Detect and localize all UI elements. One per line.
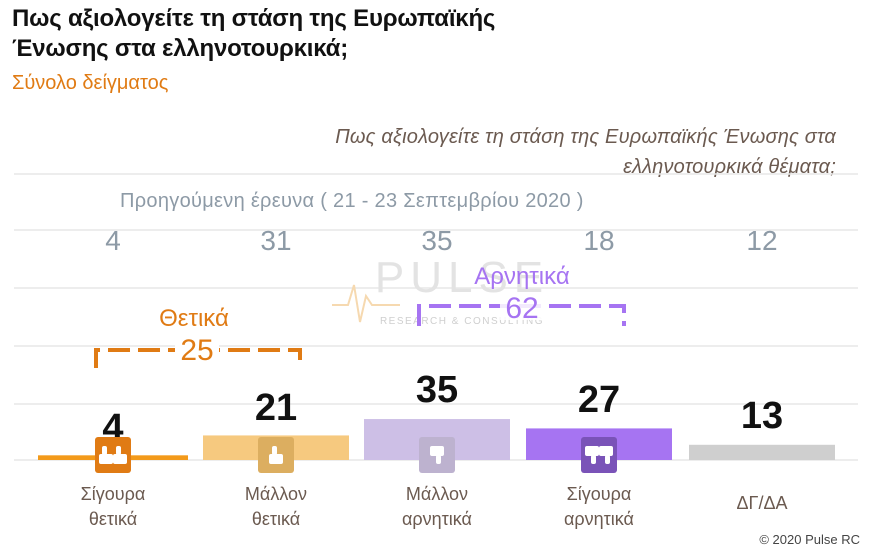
watermark-pulse-line	[332, 284, 400, 323]
previous-value: 35	[421, 225, 452, 256]
chart-title: Πως αξιολογείτε τη στάση της Ευρωπαϊκής …	[12, 5, 496, 62]
category-label: αρνητικά	[402, 509, 472, 529]
negative-bracket-gap	[500, 292, 544, 320]
previous-value: 12	[746, 225, 777, 256]
category-label: Μάλλον	[245, 484, 307, 504]
category-label: Σίγουρα	[567, 484, 632, 504]
previous-value: 18	[583, 225, 614, 256]
watermark-tagline: RESEARCH & CONSULTING	[380, 316, 544, 327]
current-value: 35	[416, 369, 458, 411]
thumb-up-glyph	[269, 446, 283, 464]
thumb-up-glyph	[113, 446, 127, 464]
current-value: 27	[578, 379, 620, 421]
copyright: © 2020 Pulse RC	[759, 532, 860, 547]
positive-group-value: 25	[180, 334, 213, 367]
previous-survey-label: Προηγούμενη έρευνα ( 21 - 23 Σεπτεμβρίου…	[120, 190, 584, 212]
positive-bracket-gap	[175, 336, 219, 364]
category-label: θετικά	[252, 509, 300, 529]
thumb-down-glyph	[599, 446, 613, 464]
bar	[689, 444, 835, 460]
chart-subtitle: Σύνολο δείγματος	[12, 72, 169, 94]
category-label: ΔΓ/ΔΑ	[737, 493, 788, 513]
positive-group-label: Θετικά	[159, 305, 229, 332]
thumb-down-glyph	[585, 446, 599, 464]
current-value: 13	[741, 395, 783, 437]
category-label: Μάλλον	[406, 484, 468, 504]
category-label: θετικά	[89, 509, 137, 529]
category-label: Σίγουρα	[81, 484, 146, 504]
thumb-up-glyph	[99, 446, 113, 464]
current-value: 21	[255, 387, 297, 429]
previous-value: 31	[260, 225, 291, 256]
category-label: αρνητικά	[564, 509, 634, 529]
previous-value: 4	[105, 225, 121, 256]
thumb-down-glyph	[430, 446, 444, 464]
negative-group-label: Αρνητικά	[474, 263, 570, 290]
negative-group-value: 62	[505, 292, 538, 325]
question-text: Πως αξιολογείτε τη στάση της Ευρωπαϊκής …	[335, 126, 836, 178]
